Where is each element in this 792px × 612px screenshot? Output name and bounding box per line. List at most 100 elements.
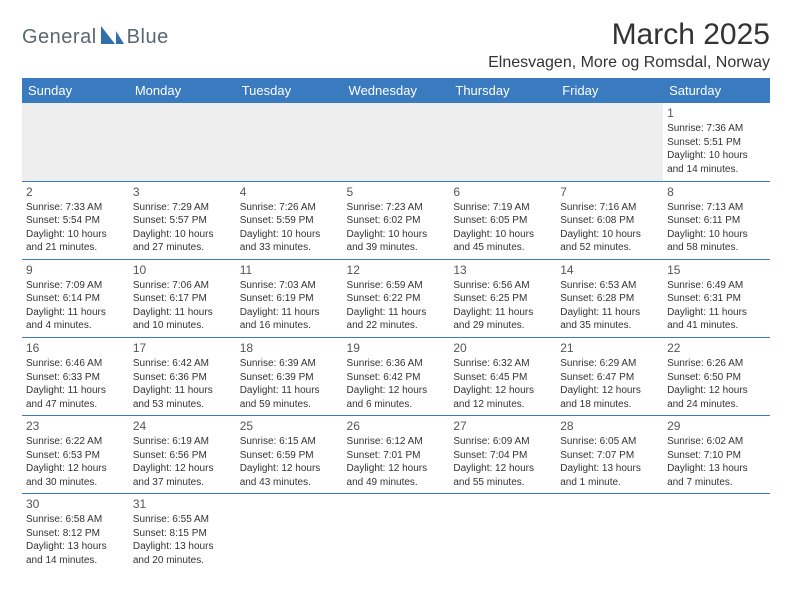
sunset-line: Sunset: 6:02 PM xyxy=(347,214,446,228)
day-cell: 15Sunrise: 6:49 AMSunset: 6:31 PMDayligh… xyxy=(663,259,770,337)
day-cell: 19Sunrise: 6:36 AMSunset: 6:42 PMDayligh… xyxy=(343,337,450,415)
week-row: 30Sunrise: 6:58 AMSunset: 8:12 PMDayligh… xyxy=(22,494,770,572)
daylight-line: Daylight: 11 hours and 53 minutes. xyxy=(133,384,232,411)
day-number: 17 xyxy=(133,340,232,356)
day-cell xyxy=(556,494,663,572)
sail-icon xyxy=(99,24,125,51)
calendar-head: SundayMondayTuesdayWednesdayThursdayFrid… xyxy=(22,78,770,103)
day-cell: 22Sunrise: 6:26 AMSunset: 6:50 PMDayligh… xyxy=(663,337,770,415)
day-cell: 7Sunrise: 7:16 AMSunset: 6:08 PMDaylight… xyxy=(556,181,663,259)
sunset-line: Sunset: 6:08 PM xyxy=(560,214,659,228)
calendar-table: SundayMondayTuesdayWednesdayThursdayFrid… xyxy=(22,78,770,572)
sunset-line: Sunset: 7:04 PM xyxy=(453,449,552,463)
day-number: 26 xyxy=(347,418,446,434)
day-header: Thursday xyxy=(449,78,556,103)
day-cell xyxy=(556,103,663,181)
day-cell xyxy=(22,103,129,181)
day-cell: 20Sunrise: 6:32 AMSunset: 6:45 PMDayligh… xyxy=(449,337,556,415)
day-cell: 25Sunrise: 6:15 AMSunset: 6:59 PMDayligh… xyxy=(236,416,343,494)
logo-text-right: Blue xyxy=(127,26,169,49)
day-cell: 10Sunrise: 7:06 AMSunset: 6:17 PMDayligh… xyxy=(129,259,236,337)
sunset-line: Sunset: 6:45 PM xyxy=(453,371,552,385)
day-cell: 31Sunrise: 6:55 AMSunset: 8:15 PMDayligh… xyxy=(129,494,236,572)
sunrise-line: Sunrise: 7:36 AM xyxy=(667,122,766,136)
daylight-line: Daylight: 10 hours and 58 minutes. xyxy=(667,228,766,255)
sunset-line: Sunset: 6:28 PM xyxy=(560,292,659,306)
daylight-line: Daylight: 12 hours and 43 minutes. xyxy=(240,462,339,489)
day-number: 19 xyxy=(347,340,446,356)
daylight-line: Daylight: 13 hours and 7 minutes. xyxy=(667,462,766,489)
daylight-line: Daylight: 11 hours and 22 minutes. xyxy=(347,306,446,333)
day-cell xyxy=(663,494,770,572)
day-cell xyxy=(236,103,343,181)
day-number: 27 xyxy=(453,418,552,434)
month-title: March 2025 xyxy=(488,18,770,52)
day-cell: 21Sunrise: 6:29 AMSunset: 6:47 PMDayligh… xyxy=(556,337,663,415)
day-cell: 18Sunrise: 6:39 AMSunset: 6:39 PMDayligh… xyxy=(236,337,343,415)
sunset-line: Sunset: 6:53 PM xyxy=(26,449,125,463)
day-number: 11 xyxy=(240,262,339,278)
sunrise-line: Sunrise: 6:49 AM xyxy=(667,279,766,293)
sunrise-line: Sunrise: 6:42 AM xyxy=(133,357,232,371)
day-number: 1 xyxy=(667,105,766,121)
day-number: 18 xyxy=(240,340,339,356)
week-row: 2Sunrise: 7:33 AMSunset: 5:54 PMDaylight… xyxy=(22,181,770,259)
day-header: Sunday xyxy=(22,78,129,103)
daylight-line: Daylight: 11 hours and 35 minutes. xyxy=(560,306,659,333)
sunrise-line: Sunrise: 6:19 AM xyxy=(133,435,232,449)
sunset-line: Sunset: 6:14 PM xyxy=(26,292,125,306)
sunrise-line: Sunrise: 7:29 AM xyxy=(133,201,232,215)
sunrise-line: Sunrise: 7:06 AM xyxy=(133,279,232,293)
day-cell: 24Sunrise: 6:19 AMSunset: 6:56 PMDayligh… xyxy=(129,416,236,494)
day-cell: 13Sunrise: 6:56 AMSunset: 6:25 PMDayligh… xyxy=(449,259,556,337)
sunset-line: Sunset: 8:15 PM xyxy=(133,527,232,541)
day-header: Friday xyxy=(556,78,663,103)
day-cell: 30Sunrise: 6:58 AMSunset: 8:12 PMDayligh… xyxy=(22,494,129,572)
day-cell: 1Sunrise: 7:36 AMSunset: 5:51 PMDaylight… xyxy=(663,103,770,181)
day-number: 30 xyxy=(26,496,125,512)
sunrise-line: Sunrise: 6:05 AM xyxy=(560,435,659,449)
daylight-line: Daylight: 12 hours and 49 minutes. xyxy=(347,462,446,489)
sunrise-line: Sunrise: 6:15 AM xyxy=(240,435,339,449)
day-cell: 3Sunrise: 7:29 AMSunset: 5:57 PMDaylight… xyxy=(129,181,236,259)
day-number: 6 xyxy=(453,184,552,200)
daylight-line: Daylight: 11 hours and 4 minutes. xyxy=(26,306,125,333)
daylight-line: Daylight: 10 hours and 45 minutes. xyxy=(453,228,552,255)
sunset-line: Sunset: 8:12 PM xyxy=(26,527,125,541)
sunrise-line: Sunrise: 6:09 AM xyxy=(453,435,552,449)
day-number: 14 xyxy=(560,262,659,278)
header: General Blue March 2025 Elnesvagen, More… xyxy=(22,18,770,72)
sunrise-line: Sunrise: 7:19 AM xyxy=(453,201,552,215)
sunset-line: Sunset: 5:54 PM xyxy=(26,214,125,228)
sunrise-line: Sunrise: 6:46 AM xyxy=(26,357,125,371)
daylight-line: Daylight: 13 hours and 20 minutes. xyxy=(133,540,232,567)
day-number: 25 xyxy=(240,418,339,434)
daylight-line: Daylight: 11 hours and 10 minutes. xyxy=(133,306,232,333)
day-cell xyxy=(449,494,556,572)
day-header: Saturday xyxy=(663,78,770,103)
day-cell xyxy=(236,494,343,572)
day-number: 9 xyxy=(26,262,125,278)
sunrise-line: Sunrise: 6:22 AM xyxy=(26,435,125,449)
day-number: 10 xyxy=(133,262,232,278)
day-number: 24 xyxy=(133,418,232,434)
day-number: 29 xyxy=(667,418,766,434)
day-cell: 28Sunrise: 6:05 AMSunset: 7:07 PMDayligh… xyxy=(556,416,663,494)
day-number: 23 xyxy=(26,418,125,434)
day-cell xyxy=(449,103,556,181)
sunset-line: Sunset: 6:39 PM xyxy=(240,371,339,385)
sunrise-line: Sunrise: 6:29 AM xyxy=(560,357,659,371)
day-number: 8 xyxy=(667,184,766,200)
sunset-line: Sunset: 6:05 PM xyxy=(453,214,552,228)
week-row: 16Sunrise: 6:46 AMSunset: 6:33 PMDayligh… xyxy=(22,337,770,415)
day-number: 15 xyxy=(667,262,766,278)
sunrise-line: Sunrise: 7:03 AM xyxy=(240,279,339,293)
sunrise-line: Sunrise: 6:39 AM xyxy=(240,357,339,371)
day-number: 7 xyxy=(560,184,659,200)
day-cell: 23Sunrise: 6:22 AMSunset: 6:53 PMDayligh… xyxy=(22,416,129,494)
day-cell: 5Sunrise: 7:23 AMSunset: 6:02 PMDaylight… xyxy=(343,181,450,259)
sunrise-line: Sunrise: 6:02 AM xyxy=(667,435,766,449)
day-number: 3 xyxy=(133,184,232,200)
sunset-line: Sunset: 6:31 PM xyxy=(667,292,766,306)
day-cell xyxy=(129,103,236,181)
